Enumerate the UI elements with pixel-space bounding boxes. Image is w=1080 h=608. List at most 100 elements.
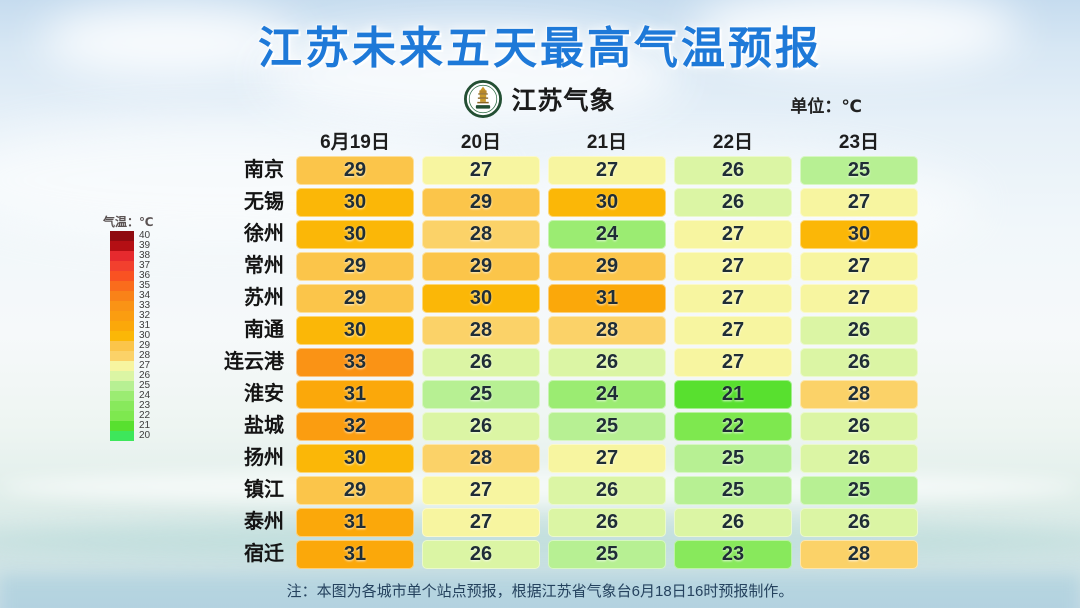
colorbar-row: 36 <box>110 271 170 281</box>
temp-cell: 29 <box>296 156 414 185</box>
temp-cell: 28 <box>800 540 918 569</box>
temp-cell: 28 <box>422 316 540 345</box>
colorbar-tick-label: 39 <box>139 240 151 251</box>
colorbar-swatch <box>110 231 134 241</box>
colorbar-tick-label: 30 <box>139 330 151 341</box>
colorbar-swatch <box>110 371 134 381</box>
colorbar-row: 35 <box>110 281 170 291</box>
colorbar-swatch <box>110 241 134 251</box>
temp-cell: 27 <box>674 348 792 377</box>
colorbar-tick-label: 27 <box>139 360 151 371</box>
temp-cell: 29 <box>422 252 540 281</box>
temp-cell: 30 <box>296 188 414 217</box>
colorbar-title: 气温：℃ <box>103 215 154 229</box>
colorbar-tick-label: 23 <box>139 400 151 411</box>
temp-cell: 25 <box>800 156 918 185</box>
colorbar-tick-label: 34 <box>139 290 151 301</box>
temp-cell: 28 <box>548 316 666 345</box>
city-label: 南京 <box>244 159 284 181</box>
temp-cell: 26 <box>548 476 666 505</box>
temp-cell: 25 <box>800 476 918 505</box>
temp-cell: 27 <box>548 156 666 185</box>
temp-cell: 23 <box>674 540 792 569</box>
colorbar-row: 29 <box>110 341 170 351</box>
date-column-header: 23日 <box>838 132 880 153</box>
colorbar-tick-label: 33 <box>139 300 151 311</box>
city-label: 徐州 <box>244 223 284 245</box>
temp-cell: 27 <box>674 252 792 281</box>
temp-cell: 30 <box>800 220 918 249</box>
temp-cell: 27 <box>800 284 918 313</box>
colorbar-row: 38 <box>110 251 170 261</box>
colorbar-swatch <box>110 281 134 291</box>
temp-cell: 27 <box>422 476 540 505</box>
temp-cell: 29 <box>548 252 666 281</box>
city-label: 镇江 <box>244 479 284 501</box>
temp-cell: 31 <box>296 508 414 537</box>
colorbar-row: 39 <box>110 241 170 251</box>
colorbar-row: 24 <box>110 391 170 401</box>
colorbar-swatch <box>110 351 134 361</box>
colorbar-row: 40 <box>110 231 170 241</box>
temp-cell: 27 <box>800 252 918 281</box>
temp-cell: 31 <box>296 540 414 569</box>
brand-name: 江苏气象 <box>511 87 616 115</box>
temp-cell: 26 <box>674 188 792 217</box>
temp-cell: 27 <box>422 156 540 185</box>
city-label: 苏州 <box>244 287 284 309</box>
temp-cell: 31 <box>548 284 666 313</box>
temp-cell: 26 <box>674 508 792 537</box>
temp-cell: 27 <box>674 220 792 249</box>
colorbar-swatch <box>110 361 134 371</box>
temp-cell: 27 <box>800 188 918 217</box>
colorbar-row: 31 <box>110 321 170 331</box>
temp-cell: 26 <box>548 348 666 377</box>
city-label: 盐城 <box>244 415 284 437</box>
temp-cell: 30 <box>296 444 414 473</box>
date-column-header: 22日 <box>712 132 754 153</box>
temp-cell: 26 <box>800 412 918 441</box>
colorbar-swatch <box>110 271 134 281</box>
wave-decoration <box>0 470 1080 504</box>
colorbar-row: 33 <box>110 301 170 311</box>
temp-cell: 30 <box>422 284 540 313</box>
temp-cell: 28 <box>800 380 918 409</box>
colorbar-tick-label: 26 <box>139 370 151 381</box>
temp-cell: 28 <box>422 444 540 473</box>
city-label: 淮安 <box>244 383 284 405</box>
colorbar-tick-label: 21 <box>139 420 151 431</box>
temperature-colorbar: 40 39 38 37 36 35 34 33 32 31 30 29 28 27 26 25 24 23 22 21… <box>110 231 170 441</box>
colorbar-tick-label: 20 <box>139 430 151 441</box>
colorbar-swatch <box>110 301 134 311</box>
page-title: 江苏未来五天最高气温预报 <box>258 24 822 73</box>
colorbar-tick-label: 37 <box>139 260 151 271</box>
temp-cell: 26 <box>548 508 666 537</box>
temp-cell: 27 <box>674 316 792 345</box>
colorbar-tick-label: 22 <box>139 410 151 421</box>
colorbar-swatch <box>110 391 134 401</box>
colorbar-swatch <box>110 421 134 431</box>
city-label: 泰州 <box>244 511 284 533</box>
colorbar-swatch <box>110 321 134 331</box>
colorbar-swatch <box>110 331 134 341</box>
cloud-decoration <box>0 120 500 240</box>
unit-label: 单位：℃ <box>790 97 862 116</box>
colorbar-swatch <box>110 411 134 421</box>
temp-cell: 29 <box>296 284 414 313</box>
temp-cell: 26 <box>422 412 540 441</box>
temp-cell: 25 <box>422 380 540 409</box>
colorbar-row: 32 <box>110 311 170 321</box>
temp-cell: 26 <box>800 444 918 473</box>
temp-cell: 33 <box>296 348 414 377</box>
colorbar-row: 20 <box>110 431 170 441</box>
colorbar-row: 30 <box>110 331 170 341</box>
temp-cell: 29 <box>296 476 414 505</box>
colorbar-row: 22 <box>110 411 170 421</box>
temp-cell: 26 <box>422 540 540 569</box>
temp-cell: 25 <box>548 412 666 441</box>
temp-cell: 29 <box>296 252 414 281</box>
colorbar-row: 27 <box>110 361 170 371</box>
temp-cell: 24 <box>548 220 666 249</box>
temp-cell: 25 <box>674 476 792 505</box>
